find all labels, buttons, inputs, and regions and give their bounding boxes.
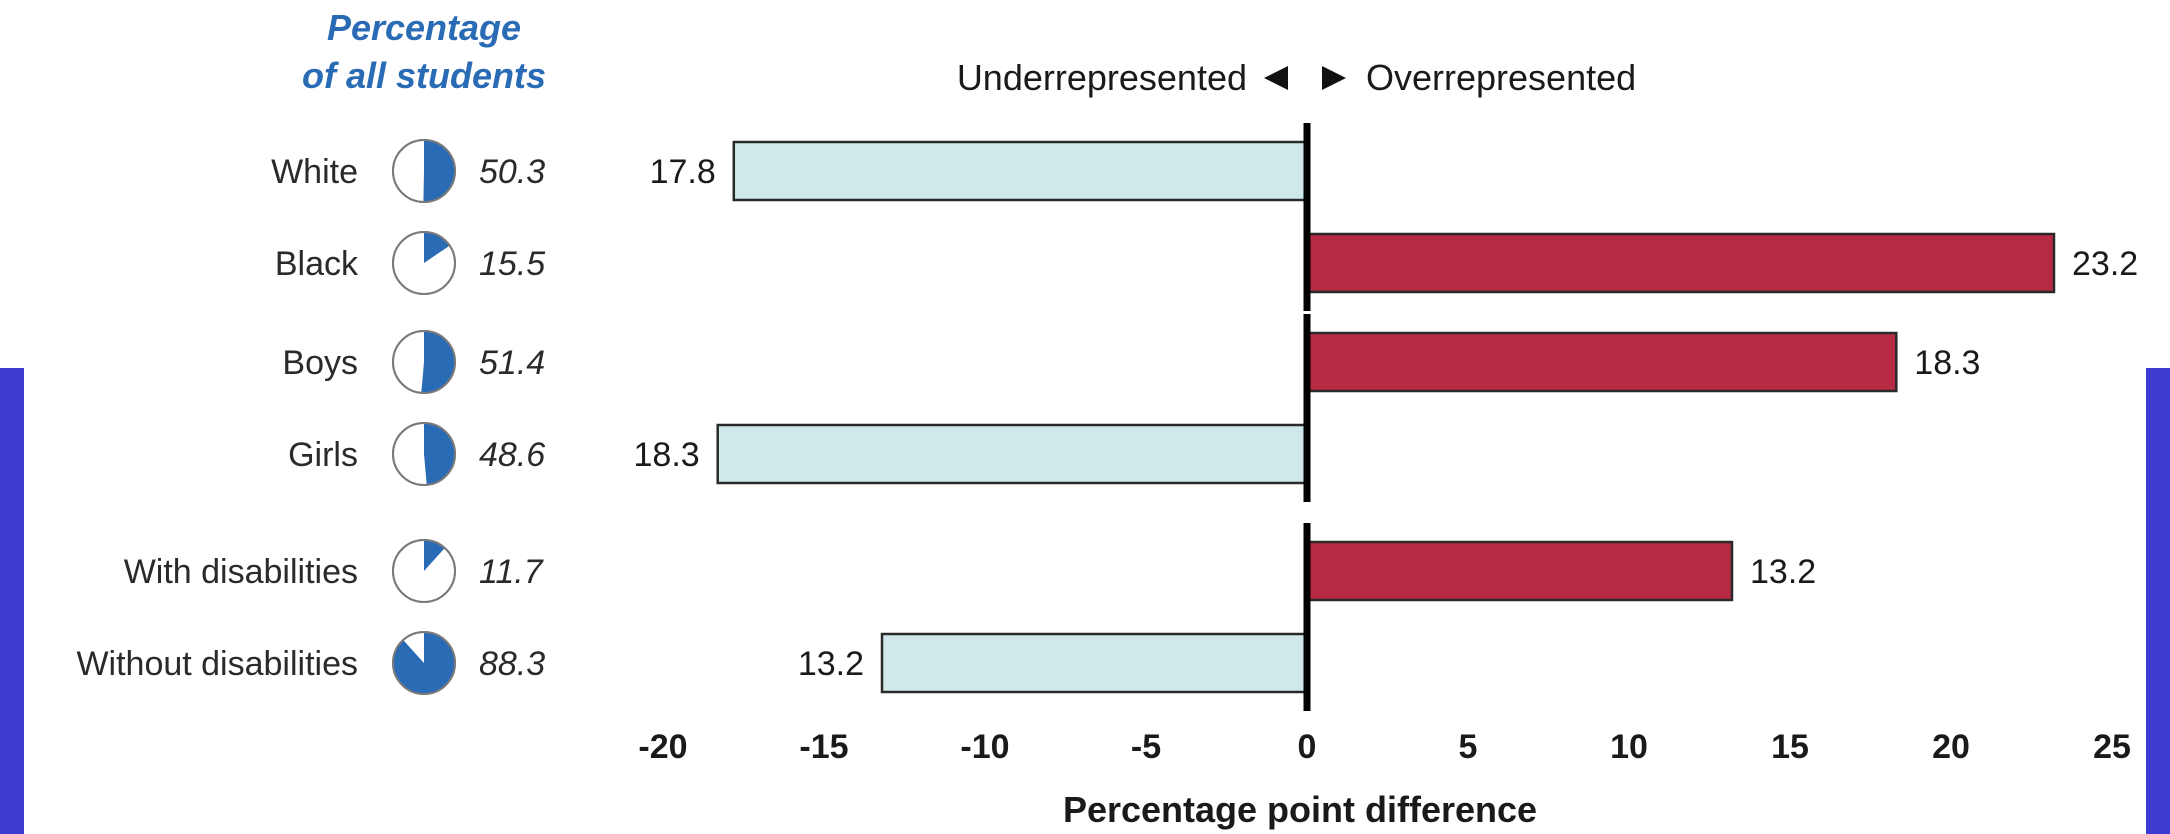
value-label-black: 23.2 — [2072, 245, 2138, 283]
x-tick-label: 5 — [1459, 728, 1478, 766]
x-tick-label: -10 — [960, 728, 1009, 766]
x-tick-label: -20 — [638, 728, 687, 766]
arrow-right-icon — [1322, 66, 1346, 90]
pie-column-header-line-2: of all students — [302, 55, 546, 96]
pie-outline — [392, 539, 456, 603]
pct-label-boys: 51.4 — [479, 344, 545, 382]
x-tick-label: -15 — [799, 728, 848, 766]
bar-without-disabilities — [880, 632, 1309, 694]
pie-icon-girls — [392, 422, 456, 486]
arrow-left-icon — [1264, 66, 1288, 90]
row-label-boys: Boys — [282, 344, 358, 382]
overrepresented-label: Overrepresented — [1366, 57, 1636, 98]
pie-outline — [392, 139, 456, 203]
pie-slice — [424, 423, 455, 485]
pie-outline — [392, 422, 456, 486]
value-label-without-disabilities: 13.2 — [798, 645, 864, 683]
value-label-white: 17.8 — [650, 153, 716, 191]
pie-icon-black — [392, 231, 456, 295]
value-label-boys: 18.3 — [1914, 344, 1980, 382]
pie-icon-with-disabilities — [392, 539, 456, 603]
pct-label-girls: 48.6 — [479, 436, 545, 474]
pct-label-white: 50.3 — [479, 153, 545, 191]
bar-boys — [1305, 331, 1898, 393]
bar-white — [732, 140, 1309, 202]
value-label-with-disabilities: 13.2 — [1750, 553, 1816, 591]
value-label-girls: 18.3 — [634, 436, 700, 474]
x-tick-label: 20 — [1932, 728, 1970, 766]
underrepresented-label: Underrepresented — [957, 57, 1247, 98]
pie-outline — [392, 631, 456, 695]
pie-icon-white — [392, 139, 456, 203]
pie-slice — [421, 331, 456, 393]
pie-slice — [423, 139, 456, 202]
row-label-girls: Girls — [288, 436, 358, 474]
pct-label-black: 15.5 — [479, 245, 545, 283]
bar-girls — [716, 423, 1309, 485]
pie-slice — [393, 632, 456, 694]
pie-outline — [392, 231, 456, 295]
rows-layer: White 50.3 17.8 Black 15.5 23.2 Boys 51.4 18.3 Gi… — [76, 123, 2138, 711]
x-tick-label: 10 — [1610, 728, 1648, 766]
row-label-without-disabilities: Without disabilities — [76, 645, 358, 683]
left-side-band — [0, 368, 24, 834]
row-label-with-disabilities: With disabilities — [124, 553, 358, 591]
pie-icon-boys — [392, 330, 456, 394]
pie-slice — [424, 540, 445, 571]
row-label-black: Black — [275, 245, 359, 283]
pie-column-header-line-1: Percentage — [327, 7, 521, 48]
right-side-band — [2146, 368, 2170, 834]
x-tick-label: 25 — [2093, 728, 2131, 766]
x-axis-title: Percentage point difference — [1063, 789, 1537, 830]
x-tick-label: -5 — [1131, 728, 1161, 766]
row-label-white: White — [271, 153, 358, 191]
x-axis: -20 -15 -10 -5 0 5 10 15 20 25 — [638, 728, 2130, 766]
pie-outline — [392, 330, 456, 394]
bar-black — [1305, 232, 2056, 294]
x-tick-label: 0 — [1298, 728, 1317, 766]
pie-icon-without-disabilities — [392, 631, 456, 695]
x-tick-label: 15 — [1771, 728, 1809, 766]
pct-label-without-disabilities: 88.3 — [479, 645, 545, 683]
bar-with-disabilities — [1305, 540, 1734, 602]
pct-label-with-disabilities: 11.7 — [479, 553, 544, 591]
